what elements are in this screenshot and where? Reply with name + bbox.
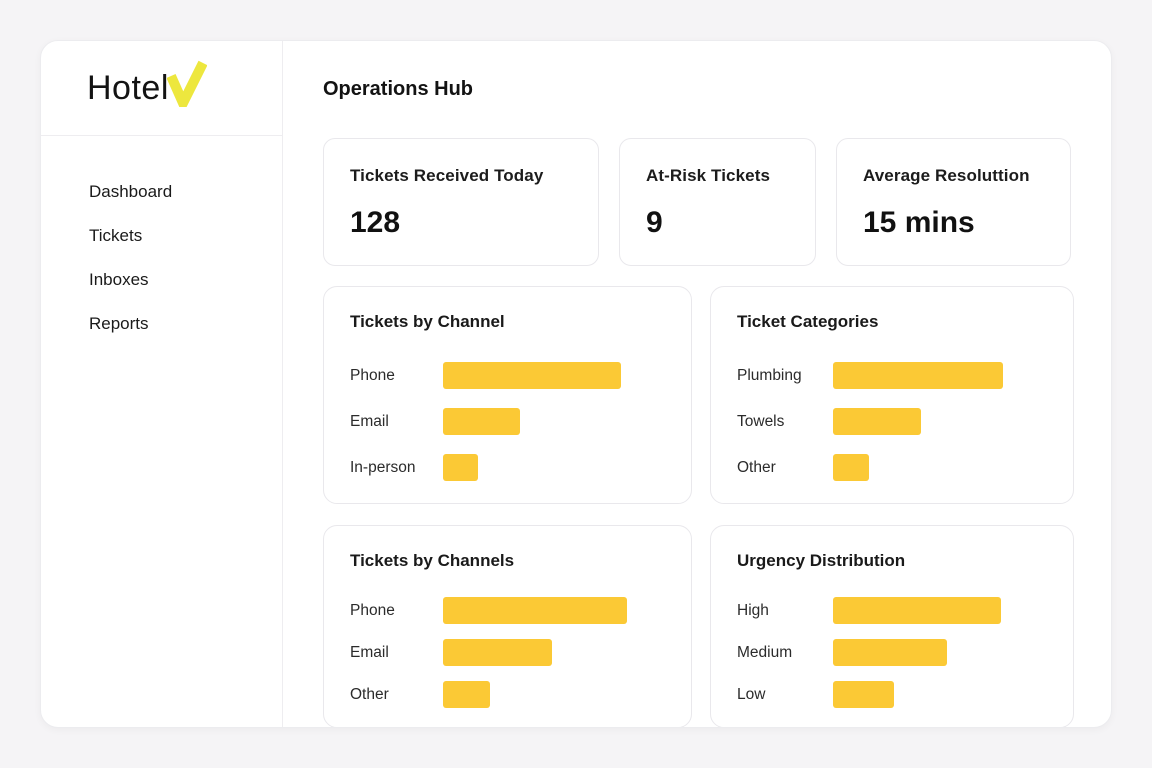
bar-low — [833, 681, 894, 708]
bar-medium — [833, 639, 947, 666]
stat-value: 9 — [646, 206, 663, 239]
chart-card-tickets-by-channels: Tickets by Channels Phone Email Other — [323, 525, 692, 727]
stat-card-avg-resolution: Average Resoluttion 15 mins — [836, 138, 1071, 266]
stat-label: At-Risk Tickets — [646, 166, 771, 185]
bar-label: Other — [737, 458, 776, 476]
main-content: Operations Hub Tickets Received Today 12… — [283, 41, 1111, 727]
bar-label: Email — [350, 412, 389, 430]
bar-in-person — [443, 454, 478, 481]
chart-row: Plumbing — [737, 362, 1073, 389]
chart-row: Phone — [350, 597, 691, 624]
bar-high — [833, 597, 1001, 624]
sidebar-item-tickets[interactable]: Tickets — [89, 226, 143, 245]
chart-row: In-person — [350, 454, 691, 481]
chart-row: Phone — [350, 362, 691, 389]
sidebar: Hotel Dashboard Tickets Inboxes Reports — [41, 41, 283, 727]
page-title: Operations Hub — [323, 78, 474, 100]
bar-towels — [833, 408, 921, 435]
check-icon — [166, 60, 207, 107]
bar-other — [833, 454, 869, 481]
bar-label: Plumbing — [737, 366, 802, 384]
bar-label: In-person — [350, 458, 416, 476]
stat-value: 15 mins — [863, 206, 975, 239]
chart-card-ticket-categories: Ticket Categories Plumbing Towels Other — [710, 286, 1074, 504]
chart-card-urgency-distribution: Urgency Distribution High Medium Low — [710, 525, 1074, 727]
sidebar-nav: Dashboard Tickets Inboxes Reports — [41, 136, 282, 332]
bar-label: High — [737, 601, 769, 619]
stats-row: Tickets Received Today 128 At-Risk Ticke… — [323, 138, 1074, 266]
sidebar-item-dashboard[interactable]: Dashboard — [89, 182, 173, 201]
chart-title: Tickets by Channel — [350, 312, 505, 331]
bar-plumbing — [833, 362, 1003, 389]
bar-label: Other — [350, 685, 389, 703]
stat-label: Average Resoluttion — [863, 166, 1030, 185]
chart-title: Ticket Categories — [737, 312, 879, 331]
stat-card-at-risk: At-Risk Tickets 9 — [619, 138, 816, 266]
bar-label: Email — [350, 643, 389, 661]
sidebar-item-inboxes[interactable]: Inboxes — [89, 270, 149, 289]
sidebar-item-reports[interactable]: Reports — [89, 314, 149, 333]
bar-other — [443, 681, 490, 708]
app-window: Hotel Dashboard Tickets Inboxes Reports … — [40, 40, 1112, 728]
chart-row: Towels — [737, 408, 1073, 435]
bar-label: Phone — [350, 366, 395, 384]
bar-phone — [443, 362, 621, 389]
logo-text: Hotel — [87, 69, 169, 107]
chart-row: Other — [350, 681, 691, 708]
chart-row: High — [737, 597, 1073, 624]
bar-label: Medium — [737, 643, 793, 661]
chart-row: Low — [737, 681, 1073, 708]
bar-label: Phone — [350, 601, 395, 619]
stat-value: 128 — [350, 206, 401, 239]
chart-row: Other — [737, 454, 1073, 481]
bar-email — [443, 408, 520, 435]
bar-label: Towels — [737, 412, 785, 430]
stat-label: Tickets Received Today — [350, 166, 544, 185]
stat-card-tickets-received: Tickets Received Today 128 — [323, 138, 599, 266]
chart-title: Tickets by Channels — [350, 551, 515, 570]
bar-label: Low — [737, 685, 766, 703]
chart-row: Email — [350, 639, 691, 666]
chart-title: Urgency Distribution — [737, 551, 906, 570]
chart-card-tickets-by-channel: Tickets by Channel Phone Email In-person — [323, 286, 692, 504]
bar-email — [443, 639, 552, 666]
logo: Hotel — [41, 41, 282, 136]
charts-grid: Tickets by Channel Phone Email In-person… — [323, 286, 1074, 727]
chart-row: Medium — [737, 639, 1073, 666]
chart-row: Email — [350, 408, 691, 435]
bar-phone — [443, 597, 627, 624]
